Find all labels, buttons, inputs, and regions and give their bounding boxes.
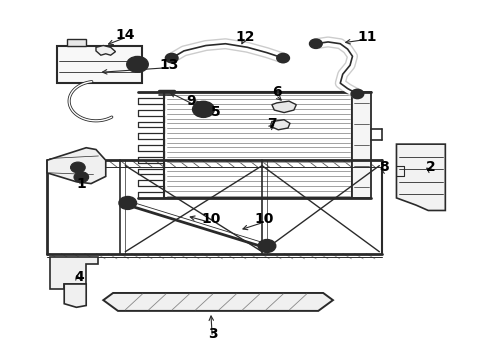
- Text: 3: 3: [208, 327, 218, 341]
- Circle shape: [133, 61, 143, 68]
- Circle shape: [127, 57, 148, 72]
- Polygon shape: [396, 144, 445, 211]
- Text: 1: 1: [76, 177, 86, 190]
- Polygon shape: [49, 257, 98, 289]
- Text: 11: 11: [357, 30, 377, 44]
- Circle shape: [258, 239, 276, 252]
- Bar: [57, 45, 143, 83]
- Circle shape: [198, 106, 208, 113]
- Text: 13: 13: [160, 58, 179, 72]
- Text: 10: 10: [255, 212, 274, 226]
- Polygon shape: [47, 160, 382, 257]
- Text: 12: 12: [235, 30, 255, 44]
- Text: 5: 5: [211, 105, 220, 119]
- Text: 6: 6: [272, 85, 282, 99]
- Text: 4: 4: [74, 270, 84, 284]
- Polygon shape: [64, 284, 86, 307]
- Circle shape: [74, 172, 89, 183]
- Bar: [67, 39, 86, 45]
- Polygon shape: [96, 45, 116, 55]
- Circle shape: [277, 53, 290, 63]
- Bar: [164, 92, 352, 198]
- Text: 7: 7: [267, 117, 277, 131]
- Circle shape: [193, 102, 214, 117]
- Circle shape: [119, 197, 137, 210]
- Circle shape: [71, 162, 85, 173]
- Polygon shape: [103, 293, 333, 311]
- Text: 8: 8: [379, 161, 389, 175]
- Circle shape: [165, 53, 178, 63]
- Text: 10: 10: [201, 212, 220, 226]
- Text: 2: 2: [426, 161, 436, 175]
- Polygon shape: [47, 148, 106, 184]
- Bar: [352, 92, 371, 198]
- Circle shape: [351, 89, 364, 99]
- Text: 9: 9: [186, 94, 196, 108]
- Circle shape: [310, 39, 322, 48]
- Polygon shape: [272, 101, 296, 113]
- Polygon shape: [270, 120, 290, 130]
- Text: 14: 14: [116, 28, 135, 42]
